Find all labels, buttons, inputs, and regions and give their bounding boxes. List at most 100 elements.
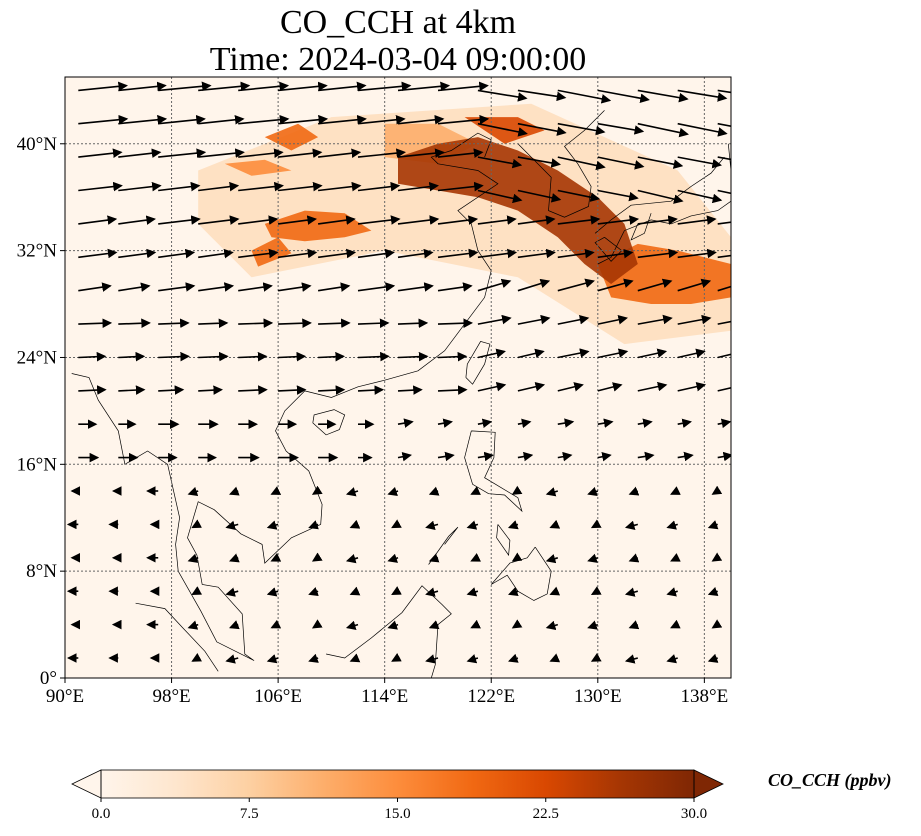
- wind-vector: [229, 553, 240, 563]
- wind-vector: [677, 451, 694, 462]
- wind-vector: [597, 452, 612, 462]
- wind-vector: [628, 620, 640, 630]
- wind-vector: [717, 418, 731, 429]
- wind-vector: [387, 553, 399, 563]
- wind-vector: [717, 156, 731, 161]
- wind-vector: [557, 451, 573, 462]
- wind-vector: [517, 248, 556, 259]
- wind-vector: [717, 320, 731, 325]
- wind-vector: [477, 248, 518, 259]
- wind-vector: [277, 248, 318, 259]
- wind-vector: [557, 348, 590, 359]
- coastline: [594, 236, 623, 262]
- coastline: [304, 132, 499, 398]
- wind-vector: [587, 553, 599, 563]
- colorbar-tick-label: 22.5: [533, 806, 559, 822]
- wind-vector: [517, 418, 532, 429]
- wind-vector: [238, 181, 284, 192]
- wind-vector: [517, 451, 534, 462]
- wind-vector: [397, 318, 429, 329]
- wind-vector: [677, 156, 722, 169]
- wind-vector: [677, 418, 692, 429]
- wind-vector: [437, 215, 479, 225]
- wind-vector: [597, 248, 634, 259]
- wind-vector: [198, 181, 240, 192]
- wind-vector: [118, 248, 157, 259]
- wind-vector: [78, 248, 118, 259]
- lon-tick-label: 106°E: [254, 686, 302, 707]
- wind-vector: [387, 620, 399, 630]
- wind-vector: [118, 282, 151, 292]
- wind-vector: [311, 552, 323, 562]
- wind-vector: [118, 385, 146, 395]
- wind-vector: [277, 282, 312, 292]
- wind-vector: [158, 385, 185, 395]
- wind-vector: [278, 114, 329, 125]
- wind-vector: [238, 114, 290, 125]
- wind-vector: [637, 156, 684, 169]
- wind-vector: [238, 81, 290, 92]
- colorbar: 0.0 7.5 15.0 22.5 30.0: [71, 769, 724, 822]
- wind-vector: [517, 122, 567, 136]
- wind-vector: [318, 81, 367, 92]
- wind-vector: [78, 81, 128, 92]
- wind-vector: [318, 148, 362, 158]
- wind-vector: [628, 486, 640, 496]
- wind-vector: [587, 620, 599, 630]
- lat-tick-label: 40°N: [17, 134, 58, 155]
- map-title-time: Time: 2024-03-04 09:00:00: [209, 41, 587, 78]
- wind-vector: [187, 486, 199, 497]
- lon-tick-label: 122°E: [467, 686, 515, 707]
- wind-vector: [477, 156, 523, 169]
- wind-vector: [597, 189, 639, 202]
- plume-region: [398, 137, 638, 284]
- wind-vector: [624, 587, 639, 597]
- wind-vector: [428, 553, 440, 563]
- colorbar-extend-max: [693, 769, 724, 799]
- wind-vector: [517, 189, 562, 203]
- wind-vector: [318, 351, 345, 362]
- wind-vector: [270, 552, 282, 562]
- wind-vector: [466, 520, 479, 530]
- wind-vector: [717, 189, 731, 195]
- wind-vector: [357, 282, 396, 292]
- wind-vector: [187, 620, 199, 630]
- wind-vector: [637, 278, 673, 292]
- wind-vector: [511, 485, 523, 495]
- wind-vector: [477, 278, 512, 292]
- wind-vector: [238, 318, 274, 328]
- lat-tick-label: 32°N: [17, 241, 58, 262]
- wind-vector: [308, 586, 319, 597]
- wind-vector: [198, 81, 251, 92]
- wind-vector: [437, 81, 489, 92]
- wind-vector: [557, 278, 595, 292]
- wind-vector: [187, 553, 199, 563]
- wind-vector: [397, 81, 451, 92]
- wind-vector: [345, 620, 359, 631]
- wind-vector: [637, 215, 678, 225]
- wind-vector: [557, 382, 584, 392]
- wind-vector: [511, 619, 523, 629]
- coastline: [312, 409, 346, 436]
- wind-vector: [78, 148, 123, 158]
- lon-tick-label: 114°E: [361, 686, 408, 707]
- wind-vector: [590, 519, 602, 529]
- wind-vector: [158, 215, 201, 225]
- lon-tick-label: 138°E: [681, 686, 729, 707]
- wind-vector: [597, 382, 623, 392]
- wind-vector: [597, 315, 628, 325]
- wind-vector: [425, 587, 439, 597]
- wind-vector: [717, 451, 731, 462]
- wind-vector: [517, 314, 551, 325]
- wind-vector: [158, 351, 190, 362]
- wind-vector: [470, 486, 481, 495]
- wind-vector: [597, 278, 634, 292]
- wind-vector: [477, 314, 512, 325]
- wind-vector: [557, 248, 595, 259]
- wind-vector: [637, 418, 653, 428]
- wind-vector: [198, 318, 229, 329]
- wind-vector: [637, 189, 684, 204]
- wind-vector: [397, 148, 445, 158]
- wind-vector: [238, 385, 268, 395]
